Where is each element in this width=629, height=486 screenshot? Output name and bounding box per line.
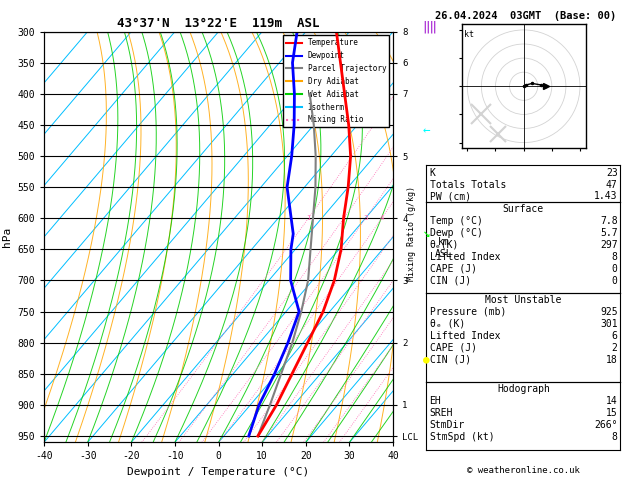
Text: Hodograph: Hodograph [497, 384, 550, 394]
Text: 0: 0 [612, 263, 618, 274]
Y-axis label: km
ASL: km ASL [435, 237, 452, 259]
Text: CIN (J): CIN (J) [430, 276, 470, 286]
Text: 2: 2 [342, 215, 346, 221]
Text: 18: 18 [606, 355, 618, 364]
Y-axis label: hPa: hPa [2, 227, 12, 247]
Text: CIN (J): CIN (J) [430, 355, 470, 364]
Text: 26.04.2024  03GMT  (Base: 00): 26.04.2024 03GMT (Base: 00) [435, 11, 616, 21]
Text: 7.8: 7.8 [600, 216, 618, 226]
Text: 47: 47 [606, 179, 618, 190]
Text: EH: EH [430, 396, 442, 406]
Text: θₑ(K): θₑ(K) [430, 240, 459, 250]
Text: Mixing Ratio (g/kg): Mixing Ratio (g/kg) [408, 186, 416, 281]
Text: ↘: ↘ [423, 227, 430, 240]
Text: 1.43: 1.43 [594, 191, 618, 202]
Text: Dewp (°C): Dewp (°C) [430, 228, 482, 238]
Text: Lifted Index: Lifted Index [430, 331, 500, 341]
Text: ‖‖: ‖‖ [423, 20, 438, 34]
Text: 925: 925 [600, 307, 618, 317]
Text: K: K [430, 168, 435, 178]
Text: 266°: 266° [594, 419, 618, 430]
Legend: Temperature, Dewpoint, Parcel Trajectory, Dry Adiabat, Wet Adiabat, Isotherm, Mi: Temperature, Dewpoint, Parcel Trajectory… [283, 35, 389, 127]
Text: 4: 4 [379, 215, 384, 221]
Text: StmSpd (kt): StmSpd (kt) [430, 432, 494, 442]
Text: © weatheronline.co.uk: © weatheronline.co.uk [467, 466, 580, 475]
Text: Totals Totals: Totals Totals [430, 179, 506, 190]
Text: StmDir: StmDir [430, 419, 465, 430]
Text: 6: 6 [612, 331, 618, 341]
Text: 297: 297 [600, 240, 618, 250]
Text: Temp (°C): Temp (°C) [430, 216, 482, 226]
Text: CAPE (J): CAPE (J) [430, 343, 477, 353]
Text: 8: 8 [612, 252, 618, 262]
Text: 15: 15 [606, 408, 618, 418]
Text: SREH: SREH [430, 408, 453, 418]
Title: 43°37'N  13°22'E  119m  ASL: 43°37'N 13°22'E 119m ASL [118, 17, 320, 31]
Text: Lifted Index: Lifted Index [430, 252, 500, 262]
Text: 3: 3 [364, 215, 368, 221]
Text: 301: 301 [600, 319, 618, 329]
X-axis label: Dewpoint / Temperature (°C): Dewpoint / Temperature (°C) [128, 467, 309, 477]
Text: Most Unstable: Most Unstable [485, 295, 562, 305]
Text: 14: 14 [606, 396, 618, 406]
Text: Surface: Surface [503, 204, 544, 214]
Text: ●: ● [423, 355, 430, 364]
Text: PW (cm): PW (cm) [430, 191, 470, 202]
Text: 0: 0 [612, 276, 618, 286]
Text: 1: 1 [306, 215, 311, 221]
Text: 8: 8 [612, 432, 618, 442]
Text: kt: kt [464, 30, 474, 39]
Text: θₑ (K): θₑ (K) [430, 319, 465, 329]
Text: CAPE (J): CAPE (J) [430, 263, 477, 274]
Text: Pressure (mb): Pressure (mb) [430, 307, 506, 317]
Text: 2: 2 [612, 343, 618, 353]
Text: ←: ← [423, 125, 430, 138]
Text: 5.7: 5.7 [600, 228, 618, 238]
Text: 23: 23 [606, 168, 618, 178]
